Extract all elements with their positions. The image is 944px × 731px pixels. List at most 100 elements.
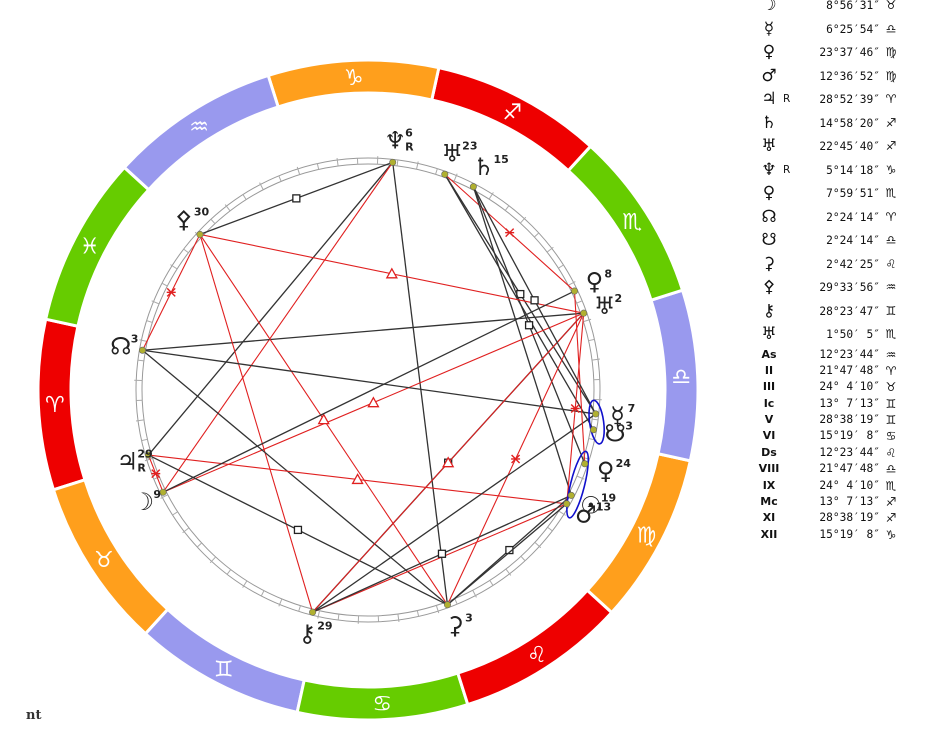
south_node-point-dot (590, 426, 598, 434)
planet-icon: ♀ (762, 183, 776, 203)
venus-point-dot (581, 460, 589, 468)
neptune-retrograde-label: R (405, 140, 414, 153)
venus-degree-label: 24 (616, 457, 632, 470)
square-aspect-marker (437, 549, 447, 558)
planet-icon: ♀ (762, 42, 776, 62)
north_node-planet: ☊ 3 (110, 332, 138, 360)
moon-degree-label: 9 (153, 488, 161, 501)
planet-position-row: ♆ R 5°14′18″ ♑ (756, 159, 942, 183)
sextile-aspect-marker (505, 228, 515, 238)
sign-icon: ♒ (885, 280, 897, 294)
south_node-icon: ☋ (605, 420, 626, 448)
uranus-icon: ♅ (441, 140, 463, 168)
position-value: 28°23′47″ (819, 304, 880, 318)
chiron_h-icon: ♅ (594, 292, 616, 320)
sign-icon: ♑ (885, 162, 897, 177)
south_node-planet: ☋ 3 (605, 420, 633, 448)
vesta-icon: ⚴ (175, 205, 193, 233)
position-value: 24° 4′10″ (819, 380, 880, 394)
sextile-aspect-marker (570, 403, 580, 413)
mercury-icon: ☿ (610, 402, 625, 430)
house-label: V (764, 413, 774, 427)
natal-chart-wheel: ♈♉♊♋♌♍♎♏♐♑♒♓♆ 6R ♅ 23♄ 15♀ 8♅ 2☿ 7☋ 3♀ 24☉ 19♂ 13⚳ 3… (36, 58, 700, 722)
position-value: 13° 7′13″ (819, 396, 880, 410)
aspect-line-venus-pluto (573, 291, 586, 464)
uranus-point-dot (441, 170, 449, 178)
house-cusp-row: Mc 13° 7′13″ ♐ (756, 494, 942, 510)
square-aspect-marker (530, 296, 539, 305)
virgo-sign-glyph: ♍ (636, 523, 656, 548)
position-value: 15°19′ 8″ (819, 527, 880, 541)
uranus-degree-label: 23 (462, 140, 477, 153)
sign-icon: ♌ (885, 256, 897, 271)
aspect-line-saturn-sun (472, 186, 572, 496)
house-cusp-row: III 24° 4′10″ ♉ (756, 379, 942, 395)
sign-icon: ♏ (885, 478, 897, 493)
aspect-line-neptune-moon (162, 162, 394, 493)
sign-icon: ♒ (885, 347, 897, 362)
venus-icon: ♀ (597, 457, 615, 485)
planet-position-row: ⚳ 2°42′25″ ♌ (756, 253, 942, 277)
taurus-sign-glyph: ♉ (94, 548, 114, 573)
sun-icon: ☉ (580, 491, 602, 519)
positions-table: ☽ 8°56′31″ ♉ ☿ 6°25′54″ ♎ ♀ 23°37′46″ ♍ ♂ 12°36′52… (756, 0, 942, 543)
planet-position-row: ♅ 1°50′ 5″ ♏ (756, 323, 942, 347)
gemini-sign-glyph: ♊ (214, 657, 234, 682)
sign-icon: ♋ (885, 429, 897, 444)
square-aspect-marker (293, 525, 303, 535)
sign-icon: ♐ (885, 511, 897, 526)
vesta-planet: ⚴ 30 (175, 205, 209, 233)
pisces-sign-glyph: ♓ (80, 235, 100, 260)
house-cusp-row: VIII 21°47′48″ ♎ (756, 461, 942, 477)
venus-planet: ♀ 24 (597, 457, 631, 485)
jupiter-icon: ♃ (117, 447, 139, 475)
aspect-line-chiron-mercury (312, 413, 597, 613)
uranus-planet: ♅ 23 (441, 140, 477, 168)
house-label: Ds (761, 445, 777, 459)
planet-icon: ☋ (761, 230, 777, 250)
position-value: 2°42′25″ (826, 257, 880, 271)
north_node-degree-label: 3 (131, 332, 139, 345)
sign-icon: ♏ (885, 186, 897, 200)
mercury-point-dot (592, 410, 600, 418)
sign-icon: ♏ (885, 327, 897, 341)
sign-icon: ♈ (885, 92, 897, 106)
planet-position-row: ♃ R 28°52′39″ ♈ (756, 88, 942, 112)
mars-planet: ♂ 13 (575, 501, 611, 529)
sign-icon: ♈ (885, 209, 897, 224)
north_node-point-dot (138, 346, 146, 354)
chiron_h-degree-label: 2 (614, 292, 622, 305)
sign-icon: ♐ (885, 115, 897, 130)
planet-position-row: ☊ 2°24′14″ ♈ (756, 206, 942, 230)
planet-icon: ☊ (761, 206, 777, 227)
sign-icon: ♎ (885, 462, 897, 477)
sign-icon: ♎ (885, 21, 897, 36)
house-cusp-row: XI 28°38′19″ ♐ (756, 510, 942, 526)
chart-label: nt (26, 708, 42, 723)
planet-icon: ♆ (761, 159, 777, 180)
planet-icon: ♂ (761, 65, 777, 86)
trine-aspect-marker (442, 456, 455, 468)
sign-icon: ♈ (885, 363, 897, 378)
sign-icon: ♐ (885, 139, 897, 153)
jupiter-point-dot (144, 451, 152, 459)
house-label: Mc (760, 495, 778, 509)
mercury-degree-label: 7 (628, 402, 636, 415)
north_node-icon: ☊ (110, 332, 131, 360)
vesta-degree-label: 30 (194, 205, 210, 218)
sextile-aspect-marker (511, 454, 521, 464)
saturn-point-dot (469, 183, 477, 191)
moon-planet: ☽ 9 (133, 488, 161, 516)
planet-icon: ♃ (761, 89, 777, 109)
pluto-degree-label: 8 (604, 268, 612, 281)
sign-icon: ♐ (885, 495, 897, 510)
position-value: 7°59′51″ (826, 187, 880, 200)
aspect-line-chiron-mars (312, 503, 567, 613)
position-value: 5°14′18″ (826, 163, 880, 177)
sun-point-dot (567, 491, 575, 499)
chiron-degree-label: 29 (317, 620, 332, 633)
aspect-line-moon-pluto (162, 290, 575, 493)
planet-position-row: ☿ 6°25′54″ ♎ (756, 18, 942, 42)
position-value: 6°25′54″ (826, 22, 880, 36)
sign-icon: ♍ (885, 45, 897, 59)
